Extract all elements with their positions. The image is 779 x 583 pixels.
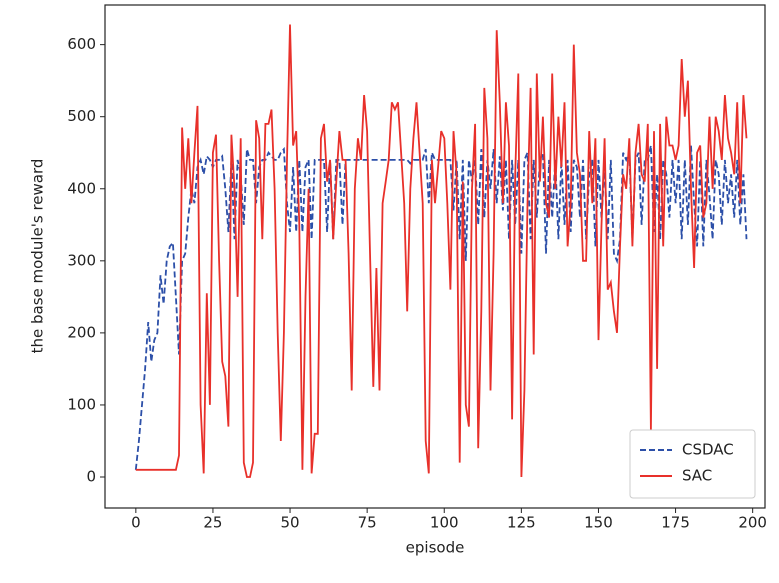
series-line (134, 145, 748, 470)
legend-box (629, 429, 756, 499)
legend-label: CSDAC (682, 441, 734, 459)
y-tick-label: 300 (67, 251, 96, 269)
y-tick-label: 600 (67, 35, 96, 53)
y-tick-label: 100 (67, 395, 96, 413)
x-tick-label: 200 (738, 514, 767, 532)
x-tick-label: 25 (203, 514, 222, 532)
legend-label: SAC (682, 467, 712, 485)
x-tick-label: 75 (358, 514, 377, 532)
y-tick-label: 0 (86, 468, 96, 486)
y-tick-label: 500 (67, 107, 96, 125)
x-tick-label: 175 (661, 514, 690, 532)
y-tick-label: 400 (67, 179, 96, 197)
x-tick-label: 150 (584, 514, 613, 532)
x-tick-label: 125 (507, 514, 536, 532)
plot-frame (104, 4, 766, 509)
x-axis-label: episode (406, 539, 465, 557)
x-tick-label: 0 (131, 514, 141, 532)
y-axis-label: the base module's reward (29, 159, 47, 354)
series-line (135, 24, 748, 478)
x-tick-label: 100 (430, 514, 459, 532)
x-tick-label: 50 (280, 514, 299, 532)
y-tick-label: 200 (67, 323, 96, 341)
